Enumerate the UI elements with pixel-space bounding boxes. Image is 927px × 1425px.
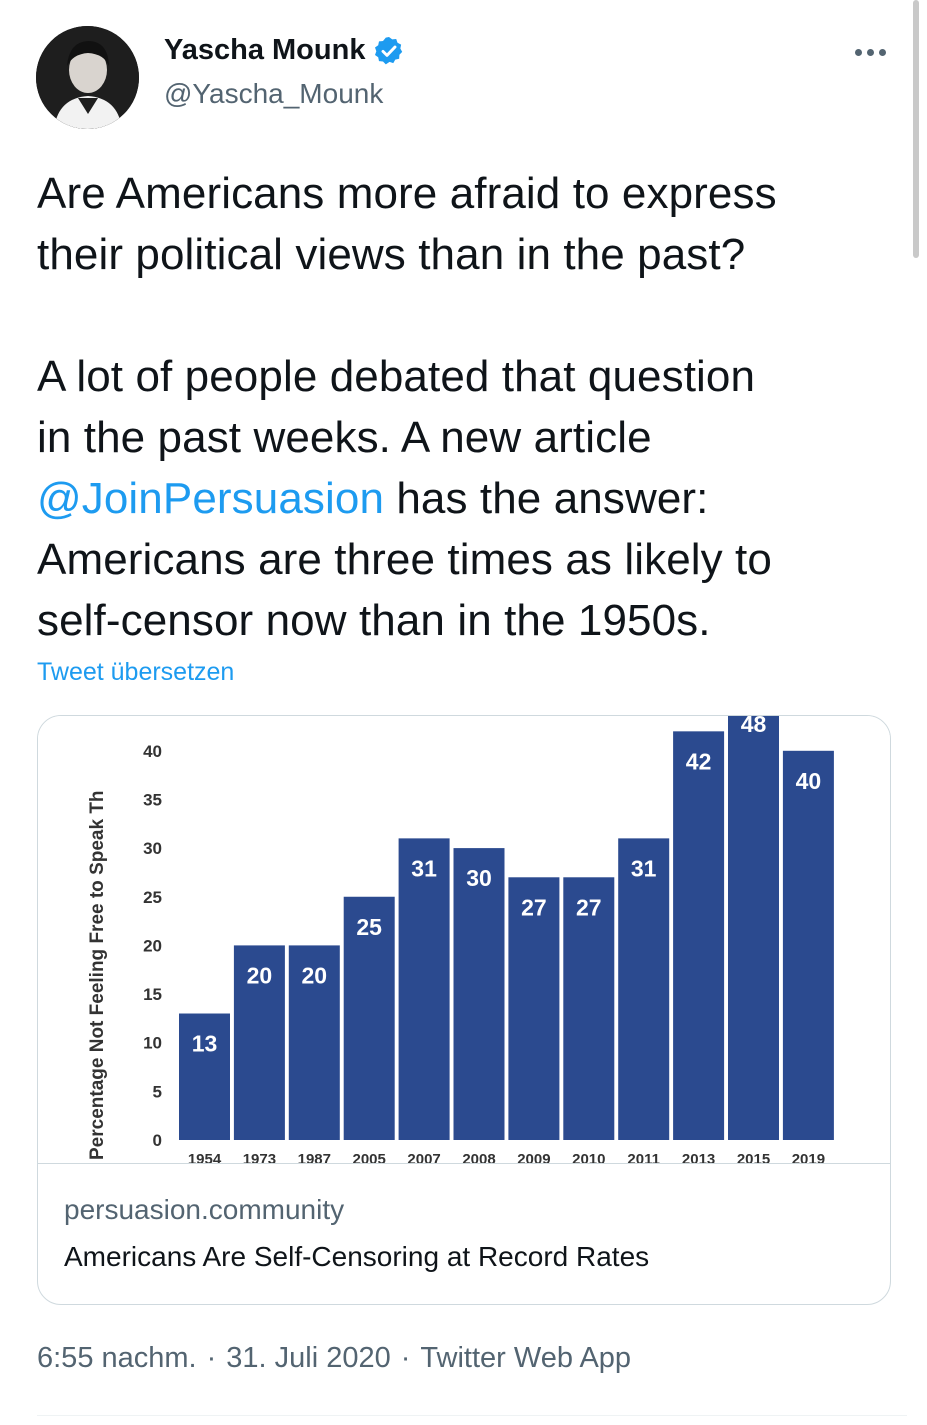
verified-badge-icon: [373, 35, 405, 67]
more-options-icon[interactable]: [846, 34, 894, 70]
bar-data-label: 31: [631, 855, 657, 881]
bar-data-label: 31: [411, 855, 437, 881]
author-name-text[interactable]: Yascha Mounk: [164, 34, 366, 66]
x-tick-label: 1973: [243, 1151, 276, 1163]
tweet-date[interactable]: 31. Juli 2020: [226, 1342, 391, 1374]
bar-data-label: 48: [741, 716, 767, 737]
author-name[interactable]: Yascha Mounk: [164, 34, 405, 67]
tweet-text-fragment: has the answer:: [384, 474, 709, 523]
y-tick-label: 25: [143, 888, 162, 907]
tweet-text-line: Are Americans more afraid to express: [37, 169, 777, 218]
bar-data-label: 20: [302, 962, 328, 988]
link-preview-card[interactable]: Percentage Not Feeling Free to Speak Th …: [37, 715, 891, 1305]
x-tick-label: 2009: [517, 1151, 550, 1163]
y-tick-label: 30: [143, 839, 162, 858]
card-image-chart: Percentage Not Feeling Free to Speak Th …: [38, 716, 890, 1164]
bar: [508, 877, 560, 1140]
tweet-text-line: self-censor now than in the 1950s.: [37, 596, 711, 645]
x-tick-label: 2015: [737, 1151, 770, 1163]
tweet-text: Are Americans more afraid to express the…: [37, 163, 907, 651]
bar: [288, 945, 340, 1140]
x-tick-label: 2008: [462, 1151, 495, 1163]
y-tick-label: 40: [143, 742, 162, 761]
card-domain: persuasion.community: [64, 1194, 345, 1225]
bar: [618, 838, 670, 1140]
more-dot: [866, 48, 874, 56]
tweet-time[interactable]: 6:55 nachm.: [37, 1342, 197, 1374]
scrollbar[interactable]: [913, 0, 919, 258]
x-tick-label: 2005: [353, 1151, 386, 1163]
x-tick-label: 1954: [188, 1151, 222, 1163]
x-tick-label: 2013: [682, 1151, 715, 1163]
tweet-text-line: Americans are three times as likely to: [37, 535, 772, 584]
bar-data-label: 27: [576, 894, 602, 920]
tweet-text-line: in the past weeks. A new article: [37, 413, 652, 462]
bar: [398, 838, 450, 1140]
more-dot: [854, 48, 862, 56]
x-tick-label: 2019: [792, 1151, 825, 1163]
tweet-text-line: their political views than in the past?: [37, 230, 746, 279]
y-tick-label: 15: [143, 985, 162, 1004]
tweet-text-line-mention: @JoinPersuasion has the answer:: [37, 468, 907, 529]
bar: [728, 716, 779, 1140]
bar: [179, 1013, 230, 1140]
x-tick-label: 2011: [627, 1151, 660, 1163]
y-axis-label: Percentage Not Feeling Free to Speak Th: [87, 790, 108, 1160]
x-tick-label: 1987: [298, 1151, 331, 1163]
bar-data-label: 40: [796, 768, 822, 794]
bar: [782, 750, 834, 1140]
bar: [343, 896, 395, 1140]
bar-data-label: 13: [192, 1031, 218, 1057]
author-handle[interactable]: @Yascha_Mounk: [164, 78, 384, 109]
paragraph-gap: [37, 285, 907, 346]
bar: [233, 945, 285, 1140]
card-title: Americans Are Self-Censoring at Record R…: [64, 1241, 650, 1272]
bar: [453, 848, 505, 1140]
x-tick-label: 2010: [572, 1151, 605, 1163]
more-dot: [878, 48, 886, 56]
bar-chart: Percentage Not Feeling Free to Speak Th …: [87, 716, 834, 1163]
bar-data-label: 42: [686, 748, 712, 774]
y-tick-label: 0: [153, 1131, 162, 1150]
separator: ·: [400, 1342, 411, 1374]
divider: [37, 1415, 907, 1416]
bar-data-label: 25: [356, 914, 382, 940]
tweet-source: Twitter Web App: [420, 1342, 632, 1374]
bar-data-label: 20: [247, 962, 273, 988]
y-tick-label: 35: [143, 790, 162, 809]
mention-link[interactable]: @JoinPersuasion: [37, 474, 385, 523]
author-avatar[interactable]: [36, 26, 139, 129]
bar-data-label: 30: [466, 865, 492, 891]
bar-data-label: 27: [521, 894, 547, 920]
translate-tweet-link[interactable]: Tweet übersetzen: [37, 658, 235, 686]
bar: [563, 877, 615, 1140]
y-tick-label: 20: [143, 936, 162, 955]
separator: ·: [206, 1342, 217, 1374]
y-tick-label: 10: [143, 1034, 162, 1053]
tweet-metadata: 6:55 nachm. · 31. Juli 2020 · Twitter We…: [37, 1342, 631, 1375]
x-tick-label: 2007: [407, 1151, 440, 1163]
y-tick-label: 5: [153, 1082, 162, 1101]
bar: [673, 731, 725, 1140]
tweet-text-line: A lot of people debated that question: [37, 352, 756, 401]
